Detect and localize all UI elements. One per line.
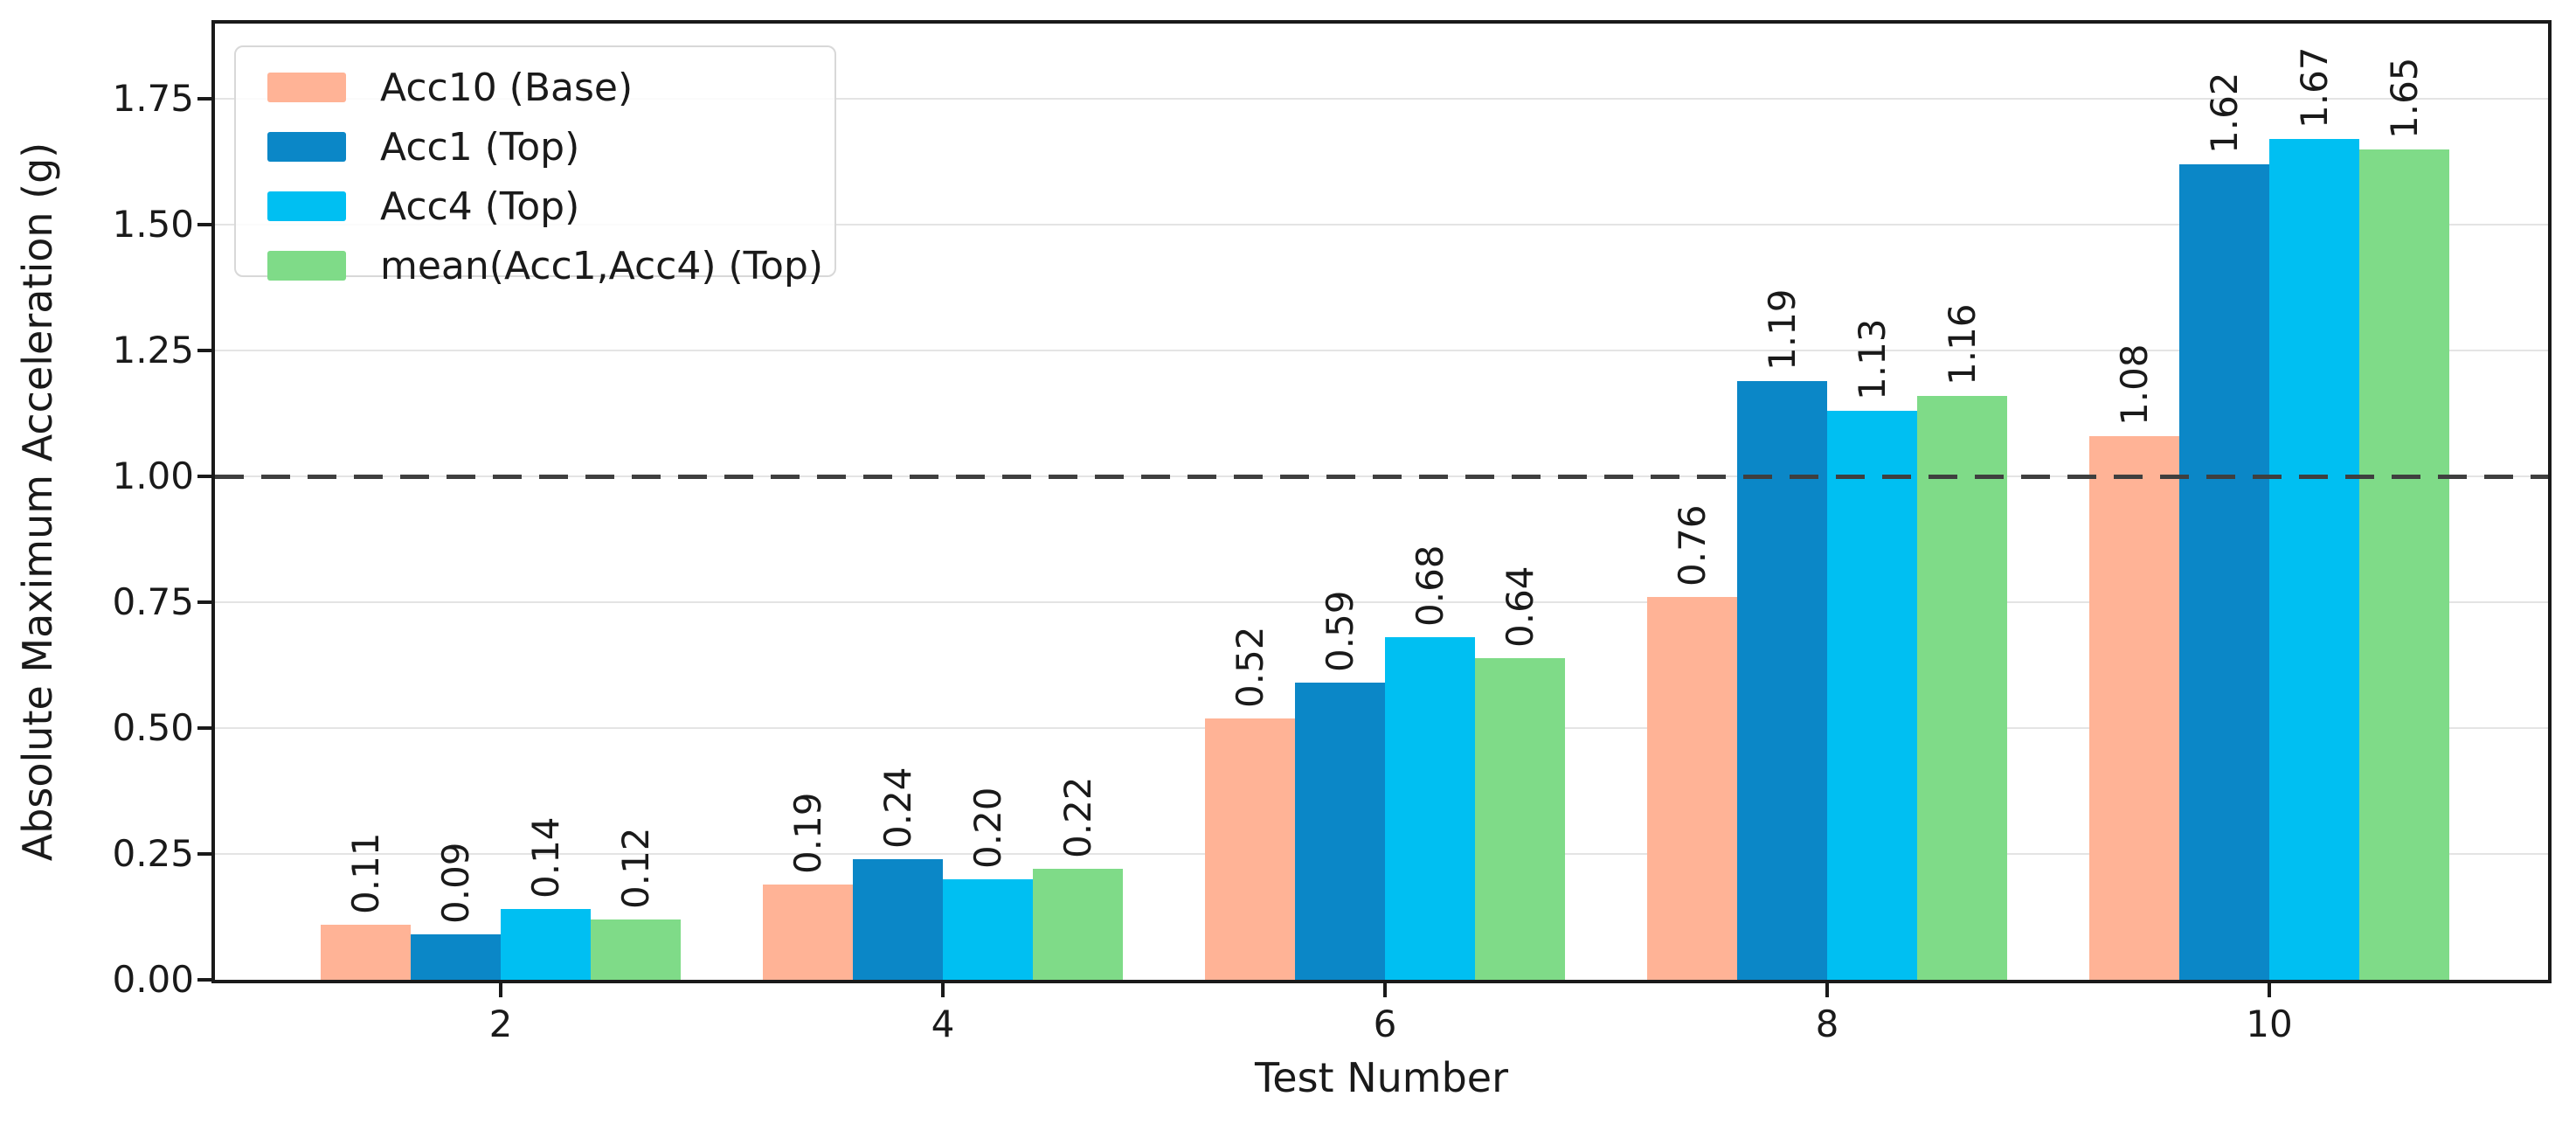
bar-value-label: 0.12 xyxy=(613,827,657,909)
grid-line xyxy=(215,601,2548,604)
y-tick-label: 0.25 xyxy=(112,832,194,876)
bar-group-test-10: 1.08 1.62 1.67 1.65 xyxy=(2089,47,2449,980)
bar: 0.14 xyxy=(501,817,591,980)
bar-value-label: 0.11 xyxy=(343,832,387,914)
legend-swatch xyxy=(267,132,346,162)
bar-value-label: 0.24 xyxy=(876,767,919,849)
bar-value-label: 0.76 xyxy=(1670,504,1714,587)
legend-swatch xyxy=(267,73,346,102)
x-tick-mark xyxy=(499,983,502,997)
legend-swatch xyxy=(267,191,346,221)
bar-value-label: 0.22 xyxy=(1056,776,1099,859)
bar-value-label: 0.68 xyxy=(1408,545,1451,628)
bar: 1.08 xyxy=(2089,344,2179,980)
bar: 1.19 xyxy=(1737,288,1827,980)
reference-line xyxy=(215,475,2548,480)
y-axis-title: Absolute Maximum Acceleration (g) xyxy=(14,142,61,862)
legend-item: mean(Acc1,Acc4) (Top) xyxy=(236,236,834,295)
x-tick-label: 2 xyxy=(488,1003,513,1045)
x-tick-label: 8 xyxy=(1815,1003,1839,1045)
y-tick-label: 1.75 xyxy=(112,77,194,121)
bar-value-label: 1.19 xyxy=(1760,288,1804,371)
bar-value-label: 1.67 xyxy=(2292,46,2336,129)
legend-item: Acc10 (Base) xyxy=(236,58,834,117)
legend-label: Acc1 (Top) xyxy=(380,124,580,170)
bar: 0.11 xyxy=(321,832,411,980)
bar-value-label: 1.62 xyxy=(2202,72,2246,155)
x-tick-mark xyxy=(941,983,945,997)
bar: 1.65 xyxy=(2359,57,2449,980)
x-tick-mark xyxy=(2268,983,2271,997)
bar-value-label: 0.19 xyxy=(786,792,829,874)
y-tick-mark xyxy=(197,349,211,353)
y-tick-mark xyxy=(197,852,211,857)
bar: 0.24 xyxy=(853,767,943,980)
x-tick-label: 4 xyxy=(931,1003,955,1045)
bar-value-label: 1.08 xyxy=(2112,343,2156,427)
bar-value-label: 0.64 xyxy=(1498,565,1541,648)
x-axis-title: Test Number xyxy=(1255,1054,1508,1101)
bar: 0.22 xyxy=(1033,777,1123,980)
bar-value-label: 0.52 xyxy=(1228,626,1271,708)
legend-label: mean(Acc1,Acc4) (Top) xyxy=(380,243,824,288)
bar-value-label: 0.14 xyxy=(523,816,567,899)
y-tick-mark xyxy=(197,97,211,101)
x-tick-label: 6 xyxy=(1373,1003,1397,1045)
bar-group-test-4: 0.19 0.24 0.20 0.22 xyxy=(763,767,1123,980)
plot-area: 0.11 0.09 0.14 0.12 0.19 0.24 0.20 0.22 0.52 0.59… xyxy=(211,20,2552,983)
y-tick-label: 0.50 xyxy=(112,706,194,750)
y-tick-mark xyxy=(197,726,211,731)
bar-value-label: 0.09 xyxy=(433,842,477,925)
y-tick-mark xyxy=(197,600,211,605)
bar: 0.76 xyxy=(1647,505,1737,980)
y-tick-label: 1.00 xyxy=(112,455,194,498)
bar-group-test-8: 0.76 1.19 1.13 1.16 xyxy=(1647,288,2007,980)
y-tick-label: 1.50 xyxy=(112,203,194,246)
bar-group-test-2: 0.11 0.09 0.14 0.12 xyxy=(321,817,681,980)
x-tick-mark xyxy=(1383,983,1387,997)
bar: 0.20 xyxy=(943,787,1033,980)
y-tick-label: 0.00 xyxy=(112,958,194,1001)
grid-line xyxy=(215,224,2548,226)
bar: 0.52 xyxy=(1205,626,1295,980)
legend-item: Acc1 (Top) xyxy=(236,117,834,177)
legend-label: Acc10 (Base) xyxy=(380,65,634,110)
bar: 0.59 xyxy=(1295,591,1385,980)
bar: 0.09 xyxy=(411,843,501,980)
bar: 1.67 xyxy=(2269,47,2359,980)
bar: 1.62 xyxy=(2179,73,2269,980)
bar: 0.68 xyxy=(1385,545,1475,980)
y-tick-label: 1.25 xyxy=(112,329,194,372)
bar: 0.12 xyxy=(591,827,681,980)
y-tick-mark xyxy=(197,223,211,227)
bar: 0.64 xyxy=(1475,566,1565,980)
bar: 1.16 xyxy=(1917,304,2007,980)
y-tick-mark xyxy=(197,475,211,479)
legend-item: Acc4 (Top) xyxy=(236,177,834,236)
bar-group-test-6: 0.52 0.59 0.68 0.64 xyxy=(1205,545,1565,980)
grid-line xyxy=(215,98,2548,101)
x-tick-label: 10 xyxy=(2246,1003,2293,1045)
legend-swatch xyxy=(267,251,346,281)
bar: 0.19 xyxy=(763,792,853,980)
bar-value-label: 1.16 xyxy=(1940,303,1984,386)
legend: Acc10 (Base) Acc1 (Top) Acc4 (Top) mean(Acc… xyxy=(234,45,836,288)
bar-value-label: 0.20 xyxy=(966,787,1009,869)
y-tick-label: 0.75 xyxy=(112,580,194,624)
y-tick-mark xyxy=(197,978,211,982)
bar: 1.13 xyxy=(1827,319,1917,980)
grid-line xyxy=(215,350,2548,352)
bar-value-label: 1.13 xyxy=(1850,318,1894,401)
legend-label: Acc4 (Top) xyxy=(380,184,580,229)
bar-value-label: 1.65 xyxy=(2382,57,2426,139)
bar-value-label: 0.59 xyxy=(1318,590,1361,673)
x-tick-mark xyxy=(1825,983,1829,997)
